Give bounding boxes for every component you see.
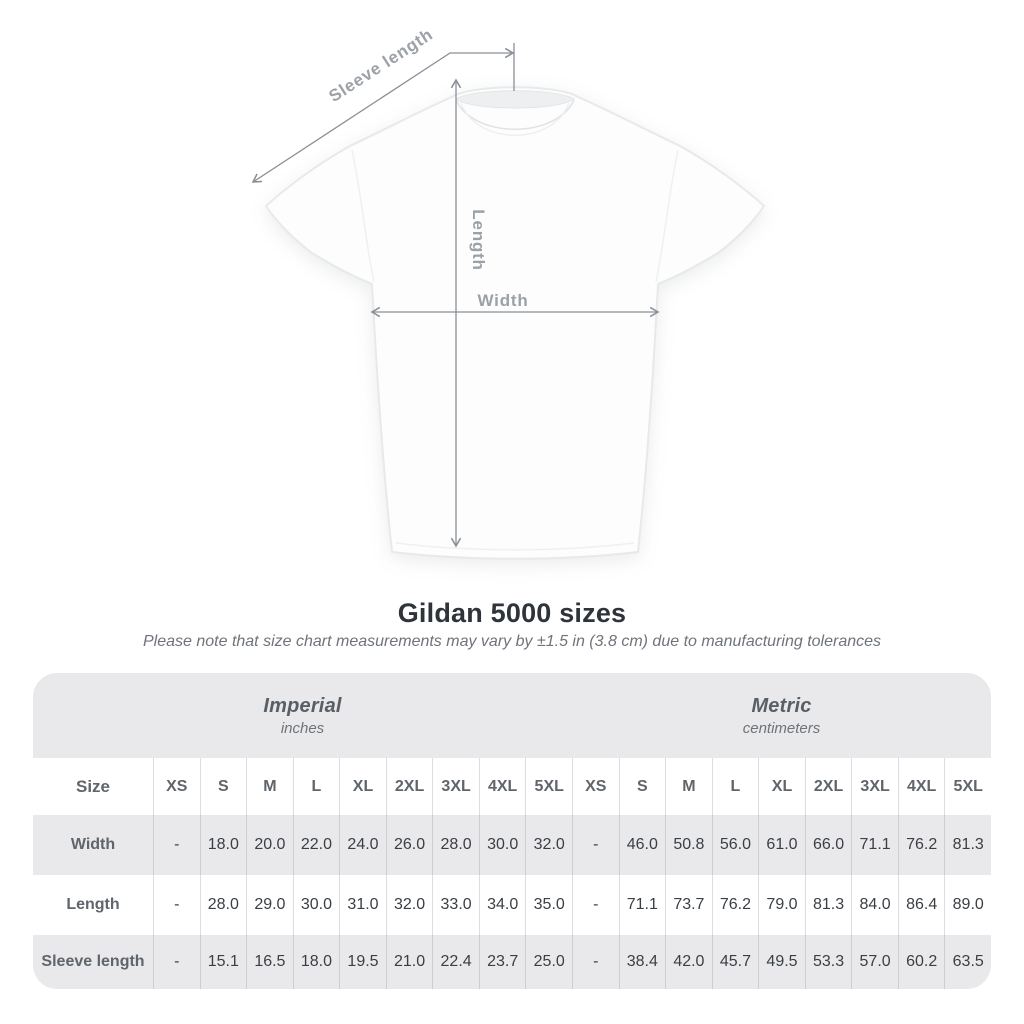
measurement-cell: 21.0 bbox=[385, 935, 433, 989]
measurement-cell: - bbox=[153, 935, 200, 989]
page-subtitle: Please note that size chart measurements… bbox=[142, 633, 882, 650]
size-column-header: XS bbox=[153, 758, 200, 815]
table-row: Width -18.0 20.0 22.0 24.0 26.0 28.0 30.0 32.0-4… bbox=[33, 815, 991, 875]
size-column-header: S bbox=[199, 758, 247, 815]
size-column-header: XL bbox=[339, 758, 386, 815]
measurement-cell: 20.0 bbox=[246, 815, 293, 875]
measurement-cell: 76.2 bbox=[897, 815, 945, 875]
size-column-header: L bbox=[711, 758, 759, 815]
measurement-cell: 49.5 bbox=[758, 935, 805, 989]
measurement-cell: 89.0 bbox=[944, 875, 991, 935]
size-column-header: 3XL bbox=[851, 758, 898, 815]
measurement-cell: 18.0 bbox=[292, 935, 340, 989]
length-label: Length bbox=[469, 209, 488, 270]
measurement-cell: 32.0 bbox=[385, 875, 433, 935]
measurement-cell: 66.0 bbox=[804, 815, 852, 875]
measurement-cell: 19.5 bbox=[339, 935, 386, 989]
measurement-cell: 28.0 bbox=[199, 875, 247, 935]
measurement-cell: 30.0 bbox=[292, 875, 340, 935]
size-column-header: XS bbox=[572, 758, 619, 815]
measurement-cell: 22.0 bbox=[292, 815, 340, 875]
measurement-cell: 23.7 bbox=[478, 935, 526, 989]
measurement-cell: 29.0 bbox=[246, 875, 293, 935]
unit-group-sublabel: inches bbox=[280, 719, 325, 737]
measurement-cell: - bbox=[572, 935, 619, 989]
measurement-cell: 76.2 bbox=[711, 875, 759, 935]
measurement-cell: 50.8 bbox=[665, 815, 712, 875]
size-column-header: XL bbox=[758, 758, 805, 815]
unit-group-sublabel: centimeters bbox=[742, 719, 821, 737]
measurement-cell: 84.0 bbox=[851, 875, 898, 935]
measurement-cell: 73.7 bbox=[665, 875, 712, 935]
measurement-cell: - bbox=[572, 815, 619, 875]
unit-group-imperial: Imperial inches bbox=[33, 673, 572, 758]
measurement-cell: 38.4 bbox=[618, 935, 666, 989]
measurement-cell: 32.0 bbox=[525, 815, 572, 875]
measurement-cell: 57.0 bbox=[851, 935, 898, 989]
row-label: Width bbox=[70, 836, 116, 853]
measurement-cell: - bbox=[153, 815, 200, 875]
measurement-cell: 33.0 bbox=[432, 875, 479, 935]
measurement-cell: 53.3 bbox=[804, 935, 852, 989]
measurement-cell: 79.0 bbox=[758, 875, 805, 935]
measurement-cell: 60.2 bbox=[897, 935, 945, 989]
size-table: Imperial inches Metric centimeters Size … bbox=[33, 673, 991, 989]
size-column-header: 5XL bbox=[525, 758, 572, 815]
unit-group-label: Imperial bbox=[263, 694, 342, 717]
measurement-cell: 56.0 bbox=[711, 815, 759, 875]
measurement-cell: 16.5 bbox=[246, 935, 293, 989]
measurement-cell: 86.4 bbox=[897, 875, 945, 935]
measurement-cell: 61.0 bbox=[758, 815, 805, 875]
measurement-cell: 15.1 bbox=[199, 935, 247, 989]
collar-opening bbox=[455, 90, 575, 109]
size-column-header: L bbox=[292, 758, 340, 815]
measurement-cell: - bbox=[572, 875, 619, 935]
size-column-header: M bbox=[665, 758, 712, 815]
tshirt-measurement-diagram: Sleeve length Length Width bbox=[251, 25, 766, 560]
measurement-cell: 22.4 bbox=[432, 935, 479, 989]
table-body: Width -18.0 20.0 22.0 24.0 26.0 28.0 30.0 32.0-4… bbox=[33, 815, 991, 989]
measurement-cell: 81.3 bbox=[944, 815, 991, 875]
measurement-cell: 31.0 bbox=[339, 875, 386, 935]
sleeve-length-label: Sleeve length bbox=[326, 25, 437, 106]
tshirt-shape bbox=[264, 86, 766, 560]
measurement-cell: 71.1 bbox=[851, 815, 898, 875]
measurement-cell: 81.3 bbox=[804, 875, 852, 935]
size-column-header: 4XL bbox=[897, 758, 945, 815]
size-column-header: 5XL bbox=[944, 758, 991, 815]
size-column-header: 4XL bbox=[478, 758, 526, 815]
unit-group-metric: Metric centimeters bbox=[572, 673, 991, 758]
measurement-cell: 28.0 bbox=[432, 815, 479, 875]
row-label: Sleeve length bbox=[41, 953, 145, 970]
tshirt-illustration: Sleeve length Length Width bbox=[251, 25, 766, 560]
measurement-cell: 45.7 bbox=[711, 935, 759, 989]
measurement-cell: 26.0 bbox=[385, 815, 433, 875]
measurement-cell: - bbox=[153, 875, 200, 935]
size-column-header: 2XL bbox=[385, 758, 433, 815]
measurement-cell: 71.1 bbox=[618, 875, 666, 935]
sleeve-length-dimension-line bbox=[251, 47, 515, 183]
page-title: Gildan 5000 sizes bbox=[397, 598, 627, 628]
measurement-cell: 25.0 bbox=[525, 935, 572, 989]
size-corner-header: Size bbox=[75, 776, 111, 796]
measurement-cell: 24.0 bbox=[339, 815, 386, 875]
measurement-cell: 30.0 bbox=[478, 815, 526, 875]
measurement-cell: 42.0 bbox=[665, 935, 712, 989]
table-row: Length -28.0 29.0 30.0 31.0 32.0 33.0 34.0 35.0-… bbox=[33, 875, 991, 935]
measurement-cell: 18.0 bbox=[199, 815, 247, 875]
measurement-cell: 63.5 bbox=[944, 935, 991, 989]
width-label: Width bbox=[477, 291, 528, 310]
unit-band: Imperial inches Metric centimeters bbox=[33, 673, 991, 758]
size-column-header: M bbox=[246, 758, 293, 815]
measurement-cell: 35.0 bbox=[525, 875, 572, 935]
size-column-header: 2XL bbox=[804, 758, 852, 815]
unit-group-label: Metric bbox=[751, 694, 812, 717]
measurement-cell: 46.0 bbox=[618, 815, 666, 875]
size-column-header: 3XL bbox=[432, 758, 479, 815]
table-row: Sleeve length -15.1 16.5 18.0 19.5 21.0 22.4 23… bbox=[33, 935, 991, 989]
size-header-row: Size XS S M L XL 2XL 3XL 4XL 5XL XS S M L XL 2XL 3XL 4XL… bbox=[33, 758, 991, 815]
row-label: Length bbox=[66, 896, 120, 913]
measurement-cell: 34.0 bbox=[478, 875, 526, 935]
size-column-header: S bbox=[618, 758, 666, 815]
